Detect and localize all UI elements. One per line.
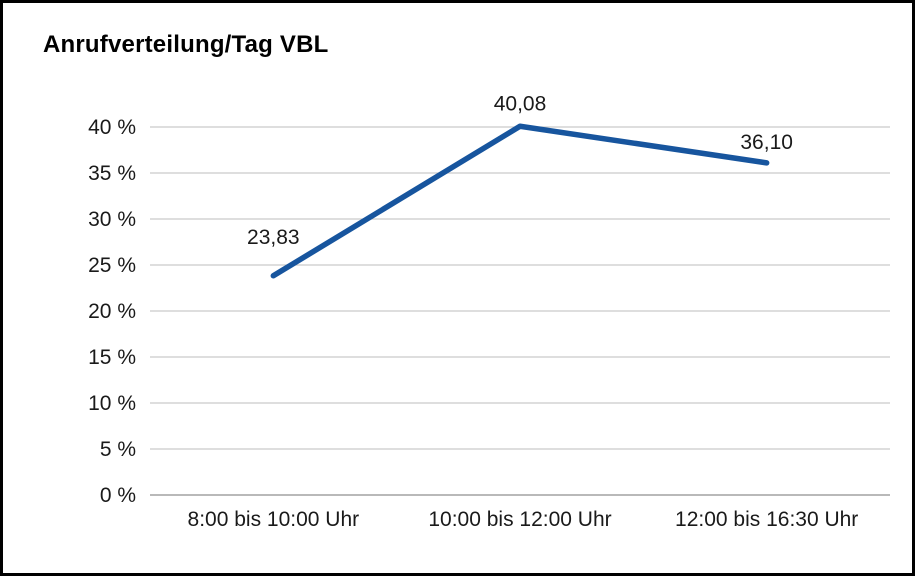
y-tick-label: 35 % bbox=[88, 162, 136, 185]
data-point-label: 23,83 bbox=[247, 226, 300, 249]
x-category-label: 12:00 bis 16:30 Uhr bbox=[675, 508, 858, 531]
y-tick-label: 40 % bbox=[88, 116, 136, 139]
data-point-label: 40,08 bbox=[494, 92, 547, 115]
y-tick-label: 25 % bbox=[88, 254, 136, 277]
line-chart: 0 % 5 % 10 % 15 % 20 % 25 % 30 % 35 % 40 % 8:00 b… bbox=[88, 92, 890, 531]
y-tick-label: 30 % bbox=[88, 208, 136, 231]
y-tick-label: 0 % bbox=[100, 484, 136, 507]
x-category-label: 8:00 bis 10:00 Uhr bbox=[188, 508, 360, 531]
y-tick-label: 5 % bbox=[100, 438, 136, 461]
data-point-label: 36,10 bbox=[740, 131, 793, 154]
chart-title: Anrufverteilung/Tag VBL bbox=[43, 31, 329, 58]
y-tick-label: 10 % bbox=[88, 392, 136, 415]
x-category-label: 10:00 bis 12:00 Uhr bbox=[428, 508, 611, 531]
y-tick-label: 15 % bbox=[88, 346, 136, 369]
y-tick-label: 20 % bbox=[88, 300, 136, 323]
data-line bbox=[270, 123, 770, 279]
